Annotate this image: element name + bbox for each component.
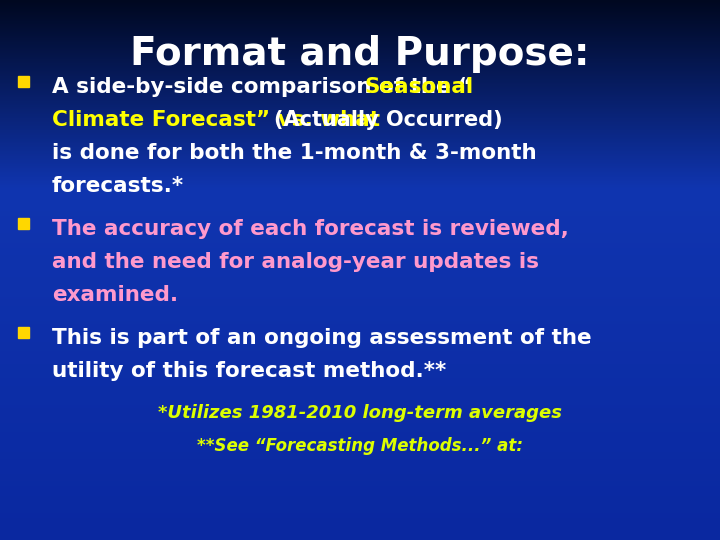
Text: This is part of an ongoing assessment of the: This is part of an ongoing assessment of…	[52, 328, 592, 348]
Text: and the need for analog-year updates is: and the need for analog-year updates is	[52, 252, 539, 272]
Bar	[18, 76, 29, 87]
Text: *Utilizes 1981-2010 long-term averages: *Utilizes 1981-2010 long-term averages	[158, 404, 562, 422]
Text: utility of this forecast method.**: utility of this forecast method.**	[52, 361, 446, 381]
Text: A side-by-side comparison of the “: A side-by-side comparison of the “	[52, 77, 472, 97]
Text: Seasonal: Seasonal	[364, 77, 473, 97]
Text: (Actually Occurred): (Actually Occurred)	[274, 110, 503, 130]
Bar	[18, 327, 29, 338]
Text: examined.: examined.	[52, 285, 178, 305]
Text: **See “Forecasting Methods...” at:: **See “Forecasting Methods...” at:	[197, 437, 523, 455]
Text: The accuracy of each forecast is reviewed,: The accuracy of each forecast is reviewe…	[52, 219, 569, 239]
Text: Climate Forecast” vs. what: Climate Forecast” vs. what	[52, 110, 387, 130]
Text: is done for both the 1-month & 3-month: is done for both the 1-month & 3-month	[52, 143, 536, 163]
Bar	[18, 218, 29, 229]
Text: Format and Purpose:: Format and Purpose:	[130, 35, 590, 73]
Text: forecasts.*: forecasts.*	[52, 176, 184, 196]
